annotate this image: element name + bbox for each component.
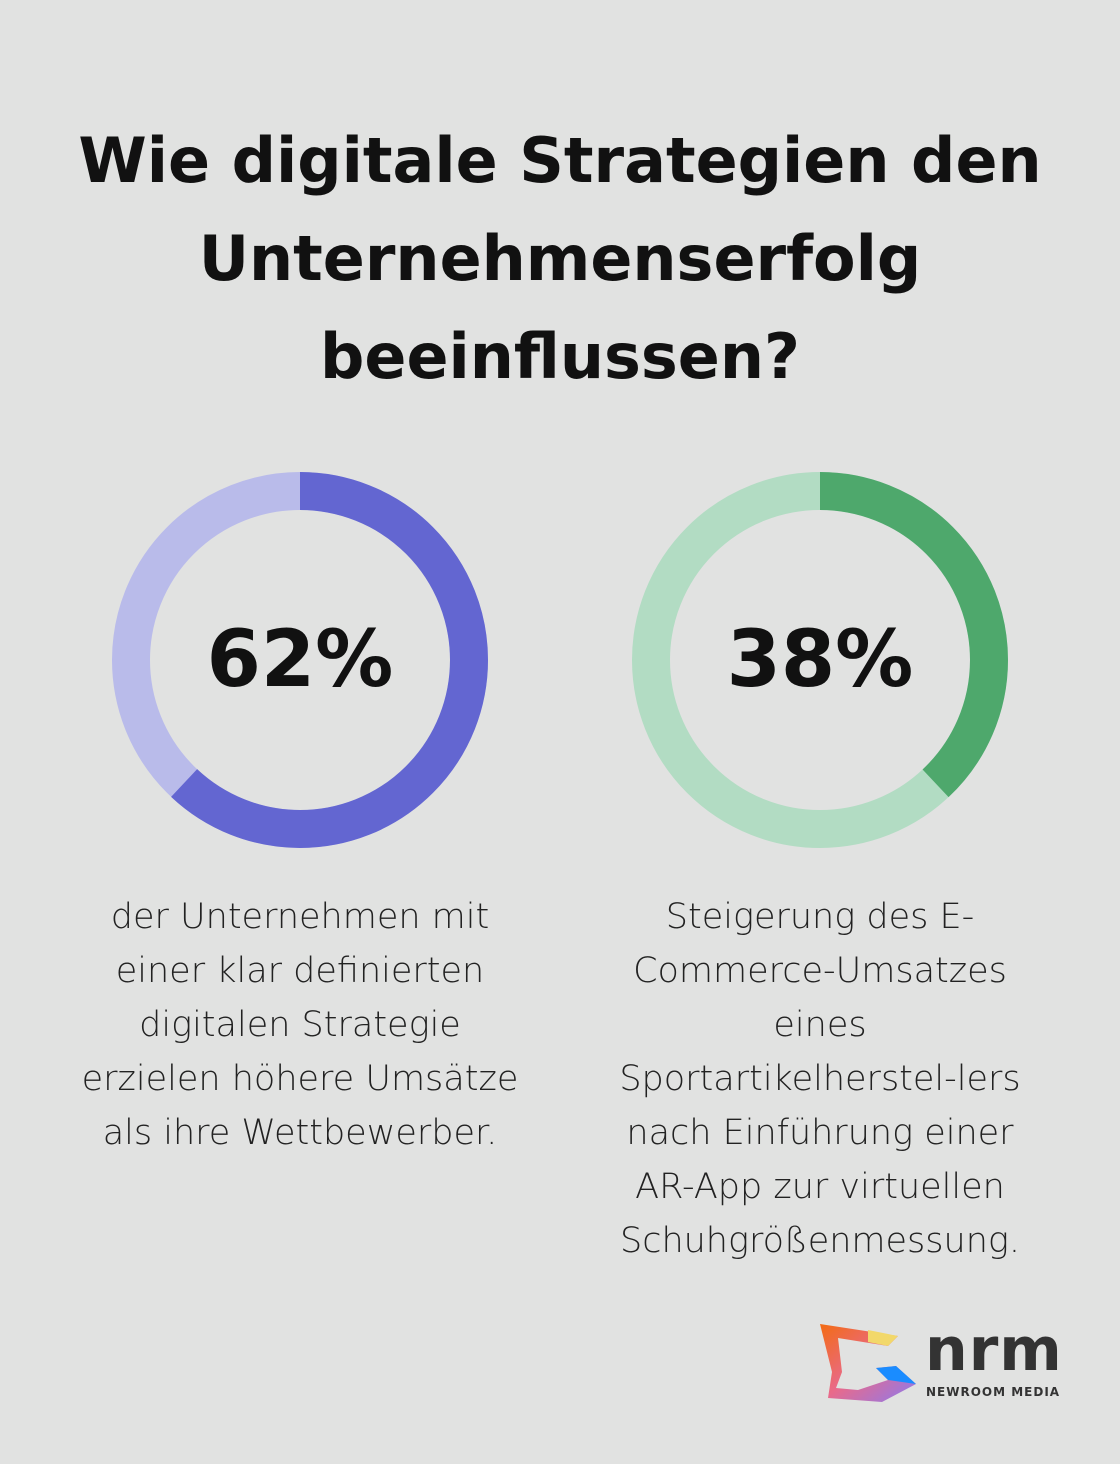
title-line: beeinflussen? [320, 320, 800, 393]
stat-description: Steigerung des E-Commerce-Umsatzes eines… [619, 897, 1021, 1261]
stat-description: der Unternehmen mit einer klar definiert… [81, 897, 519, 1153]
nrm-logo-icon [820, 1324, 916, 1402]
donut-arc [632, 472, 1008, 848]
stat-card: 38% Steigerung des E-Commerce-Umsatzes e… [560, 470, 1080, 1261]
logo-subtitle: NEWROOM MEDIA [926, 1385, 1061, 1399]
title-line: Unternehmenserfolg [198, 222, 922, 295]
stat-value: 62% [206, 615, 394, 705]
logo-name: nrm [925, 1315, 1063, 1385]
donut-chart [632, 472, 1008, 848]
stat-value: 38% [726, 615, 914, 705]
donut-arc [112, 472, 488, 848]
donut-chart [112, 472, 488, 848]
page-title: Wie digitale Strategien den Unternehmens… [0, 112, 1120, 406]
stat-card: 62% der Unternehmen mit einer klar defin… [40, 470, 560, 1153]
title-line: Wie digitale Strategien den [78, 124, 1042, 197]
